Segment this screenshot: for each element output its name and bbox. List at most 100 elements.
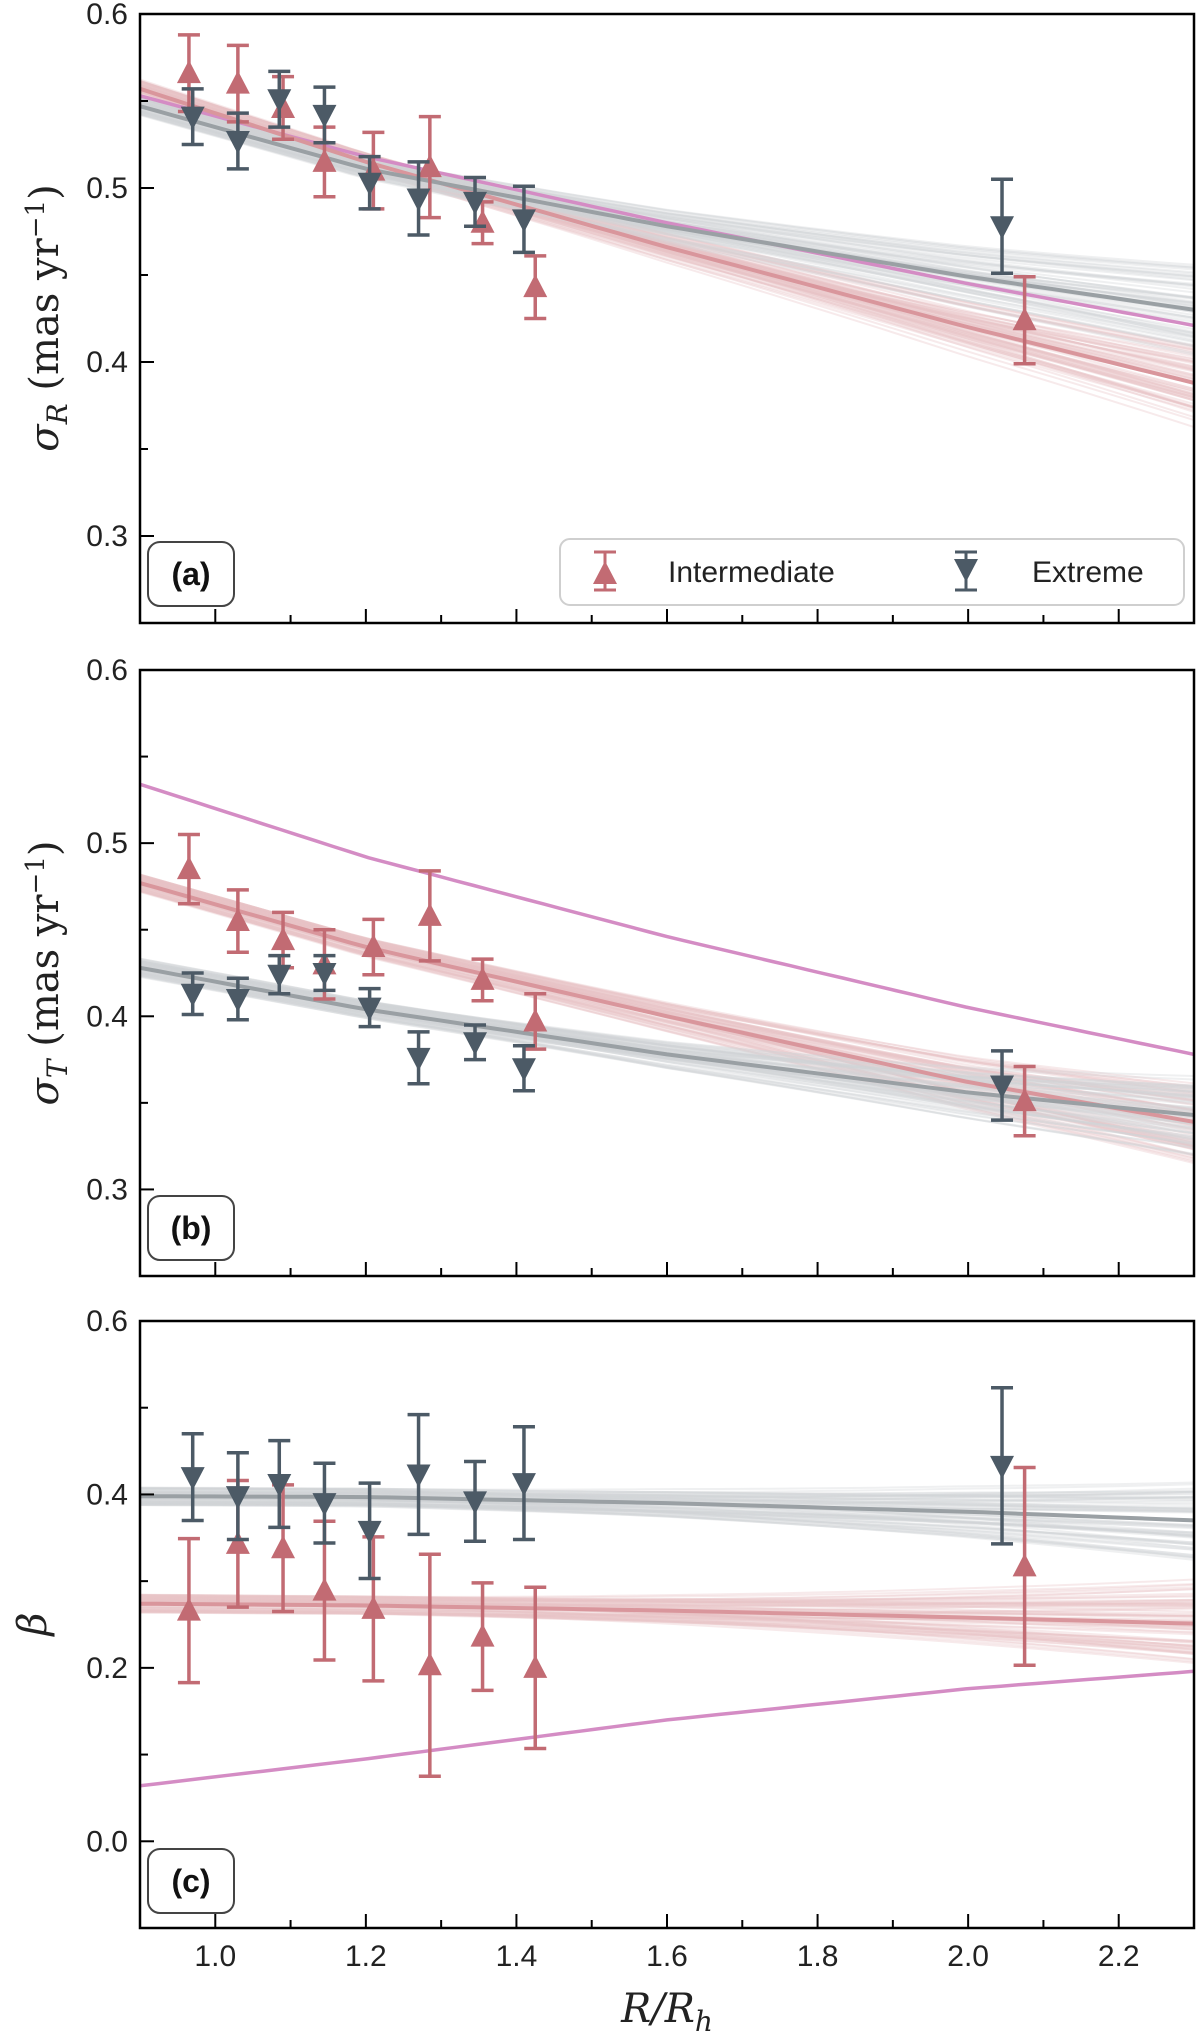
panel-c-y-axis-label: β xyxy=(10,1612,56,1637)
triangle-up-marker xyxy=(1012,1088,1037,1112)
panel-c-ensemble-lines xyxy=(140,1481,1194,1664)
ensemble-line-intermediate xyxy=(140,80,1194,347)
data-point-extreme xyxy=(312,85,337,145)
ensemble-line-intermediate xyxy=(140,91,1194,409)
legend-label-intermediate: Intermediate xyxy=(668,556,835,589)
x-tick-label: 1.0 xyxy=(194,1940,236,1973)
ensemble-line-intermediate xyxy=(140,81,1194,347)
panel-b-frame xyxy=(138,668,1196,1278)
ensemble-line-intermediate xyxy=(140,1600,1194,1606)
ensemble-line-intermediate xyxy=(140,873,1194,1112)
ensemble-line-intermediate xyxy=(140,890,1194,1115)
data-point-extreme xyxy=(463,1459,488,1544)
ensemble-line-extreme xyxy=(140,1501,1194,1537)
ensemble-line-intermediate xyxy=(140,874,1194,1094)
fit-line-intermediate xyxy=(140,881,1194,1124)
triangle-up-marker xyxy=(523,1654,548,1678)
ensemble-line-intermediate xyxy=(140,873,1194,1094)
ensemble-line-extreme xyxy=(140,99,1194,269)
ensemble-line-extreme xyxy=(140,1502,1194,1549)
fit-line-intermediate xyxy=(140,1601,1194,1626)
data-point-extreme xyxy=(357,154,382,211)
ensemble-line-extreme xyxy=(140,962,1194,1077)
ensemble-line-extreme xyxy=(140,960,1194,1087)
ensemble-line-intermediate xyxy=(140,94,1194,422)
ensemble-line-intermediate xyxy=(140,1600,1194,1609)
ensemble-line-extreme xyxy=(140,962,1194,1091)
ensemble-line-extreme xyxy=(140,110,1194,304)
panel-c-axes: 0.0 0.2 0.4 0.6 1.0 1.2 1.4 1.6 1.8 2.0 2.2 xyxy=(86,1305,1195,1973)
triangle-up-marker xyxy=(176,60,201,84)
ensemble-line-extreme xyxy=(140,1504,1194,1551)
ensemble-line-intermediate xyxy=(140,883,1194,1160)
data-point-extreme xyxy=(511,184,536,255)
ensemble-line-extreme xyxy=(140,102,1194,335)
ensemble-line-intermediate xyxy=(140,90,1194,392)
fit-line-intermediate xyxy=(140,86,1194,385)
data-point-extreme xyxy=(990,1049,1015,1122)
triangle-down-marker xyxy=(225,131,250,155)
panel-a-ensemble-lines xyxy=(140,78,1194,429)
legend-label-extreme: Extreme xyxy=(1032,556,1144,589)
triangle-down-marker xyxy=(990,216,1015,240)
ensemble-line-extreme xyxy=(140,1490,1194,1499)
data-point-extreme xyxy=(225,976,250,1022)
panel-b-tag: (b) xyxy=(171,1210,212,1246)
data-point-extreme xyxy=(463,1023,488,1062)
ensemble-line-intermediate xyxy=(140,884,1194,1157)
data-point-extreme xyxy=(180,1431,205,1523)
ensemble-line-intermediate xyxy=(140,1599,1194,1651)
y-tick-label: 0.6 xyxy=(86,1305,128,1338)
ensemble-line-extreme xyxy=(140,99,1194,271)
panel-c-tag-box xyxy=(147,1848,235,1914)
ensemble-line-intermediate xyxy=(140,889,1194,1162)
y-tick-label: 0.5 xyxy=(86,172,128,205)
triangle-up-marker xyxy=(312,148,337,172)
legend-box xyxy=(559,538,1185,606)
ensemble-line-extreme xyxy=(140,972,1194,1157)
data-point-extreme xyxy=(312,953,337,993)
ensemble-line-intermediate xyxy=(140,1611,1194,1628)
y-tick-label: 0.2 xyxy=(86,1652,128,1685)
triangle-down-marker xyxy=(357,1520,382,1544)
ensemble-line-extreme xyxy=(140,1497,1194,1537)
ensemble-line-intermediate xyxy=(140,95,1194,368)
panel-a-tag: (a) xyxy=(171,556,210,592)
ensemble-line-extreme xyxy=(140,1491,1194,1504)
panel-b-y-axis-label: σT (mas yr−1) xyxy=(21,841,74,1106)
ensemble-line-intermediate xyxy=(140,890,1194,1123)
ensemble-line-extreme xyxy=(140,110,1194,331)
triangle-down-marker xyxy=(406,188,431,212)
y-tick-label: 0.3 xyxy=(86,1173,128,1206)
ensemble-line-extreme xyxy=(140,973,1194,1156)
ensemble-line-extreme xyxy=(140,109,1194,319)
ensemble-line-extreme xyxy=(140,1487,1194,1538)
triangle-up-marker xyxy=(176,856,201,880)
data-point-extreme xyxy=(357,986,382,1029)
ensemble-line-extreme xyxy=(140,1503,1194,1529)
ensemble-line-extreme xyxy=(140,100,1194,299)
ensemble-line-intermediate xyxy=(140,1606,1194,1616)
ensemble-line-intermediate xyxy=(140,876,1194,1123)
triangle-down-marker xyxy=(406,1047,431,1071)
ensemble-line-intermediate xyxy=(140,82,1194,351)
data-point-extreme xyxy=(463,175,488,229)
triangle-up-marker xyxy=(361,934,386,958)
ensemble-line-intermediate xyxy=(140,1583,1194,1603)
ensemble-line-extreme xyxy=(140,972,1194,1155)
fit-line-model xyxy=(140,782,1194,1057)
ensemble-line-intermediate xyxy=(140,875,1194,1112)
ensemble-line-extreme xyxy=(140,970,1194,1138)
ensemble-line-extreme xyxy=(140,1481,1194,1491)
data-point-intermediate xyxy=(417,114,442,220)
panel-a: 0.3 0.4 0.5 0.6 σR (mas yr−1) (a) Intermedi… xyxy=(21,0,1196,625)
data-point-extreme xyxy=(312,1461,337,1545)
ensemble-line-intermediate xyxy=(140,90,1194,398)
triangle-up-marker xyxy=(361,1595,386,1619)
ensemble-line-intermediate xyxy=(140,875,1194,1133)
y-tick-label: 0.4 xyxy=(86,346,128,379)
ensemble-line-extreme xyxy=(140,101,1194,278)
ensemble-line-intermediate xyxy=(140,1609,1194,1633)
ensemble-line-extreme xyxy=(140,112,1194,304)
triangle-down-marker xyxy=(511,1473,536,1497)
